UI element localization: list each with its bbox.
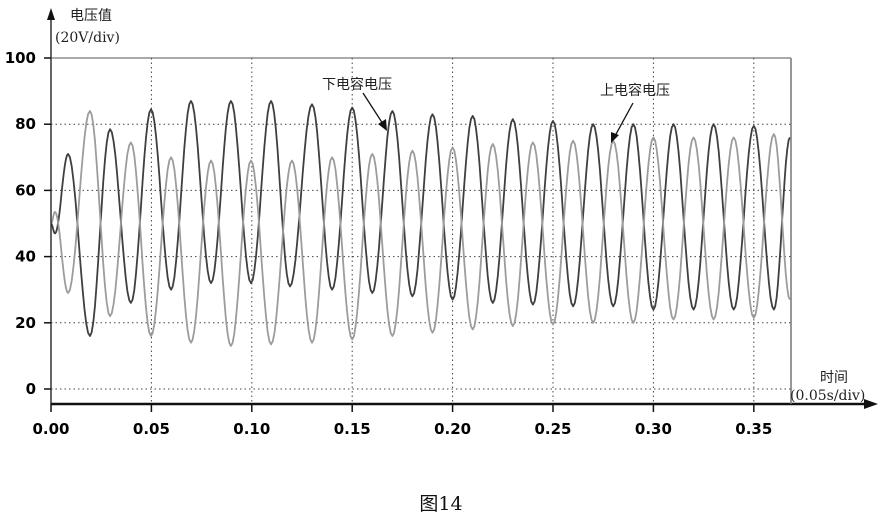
annotation-arrow-lower bbox=[362, 92, 384, 125]
y-axis-label: 电压值 bbox=[70, 8, 112, 24]
x-tick-label: 0.25 bbox=[534, 420, 571, 438]
x-tick-label: 0.00 bbox=[32, 420, 69, 438]
y-tick-label: 0 bbox=[26, 380, 36, 398]
annotation-arrowhead-upper bbox=[611, 132, 619, 143]
x-tick-label: 0.30 bbox=[635, 420, 672, 438]
x-tick-label: 0.35 bbox=[735, 420, 772, 438]
y-tick-label: 80 bbox=[15, 115, 36, 133]
y-tick-label: 40 bbox=[15, 248, 36, 266]
series-lines bbox=[50, 100, 791, 347]
y-tick-label: 100 bbox=[5, 49, 36, 67]
x-tick-label: 0.05 bbox=[133, 420, 170, 438]
figure-caption: 图14 bbox=[419, 493, 462, 514]
x-axis-arrow bbox=[864, 399, 878, 409]
series-upper-capacitor-voltage bbox=[50, 110, 791, 347]
x-axis-unit: (0.05s/div) bbox=[790, 388, 865, 404]
axes bbox=[47, 8, 878, 409]
annotation-upper-capacitor: 上电容电压 bbox=[600, 82, 670, 99]
grid bbox=[51, 58, 791, 404]
annotation-lower-capacitor: 下电容电压 bbox=[322, 76, 392, 93]
x-tick-label: 0.20 bbox=[434, 420, 471, 438]
series-lower-capacitor-voltage bbox=[50, 100, 791, 337]
y-axis-arrow bbox=[47, 8, 55, 20]
y-tick-label: 60 bbox=[15, 181, 36, 199]
y-tick-label: 20 bbox=[15, 314, 36, 332]
x-tick-label: 0.15 bbox=[334, 420, 371, 438]
x-tick-label: 0.10 bbox=[233, 420, 270, 438]
tick-labels: 0 20 40 60 80 100 0.00 0.05 0.10 0.15 0.20 0.25 0.30… bbox=[5, 49, 773, 438]
annotation-arrowhead-lower bbox=[378, 119, 387, 131]
annotation-arrow-upper bbox=[614, 102, 634, 137]
y-axis-unit: (20V/div) bbox=[55, 30, 120, 46]
x-axis-label: 时间 bbox=[820, 370, 848, 386]
